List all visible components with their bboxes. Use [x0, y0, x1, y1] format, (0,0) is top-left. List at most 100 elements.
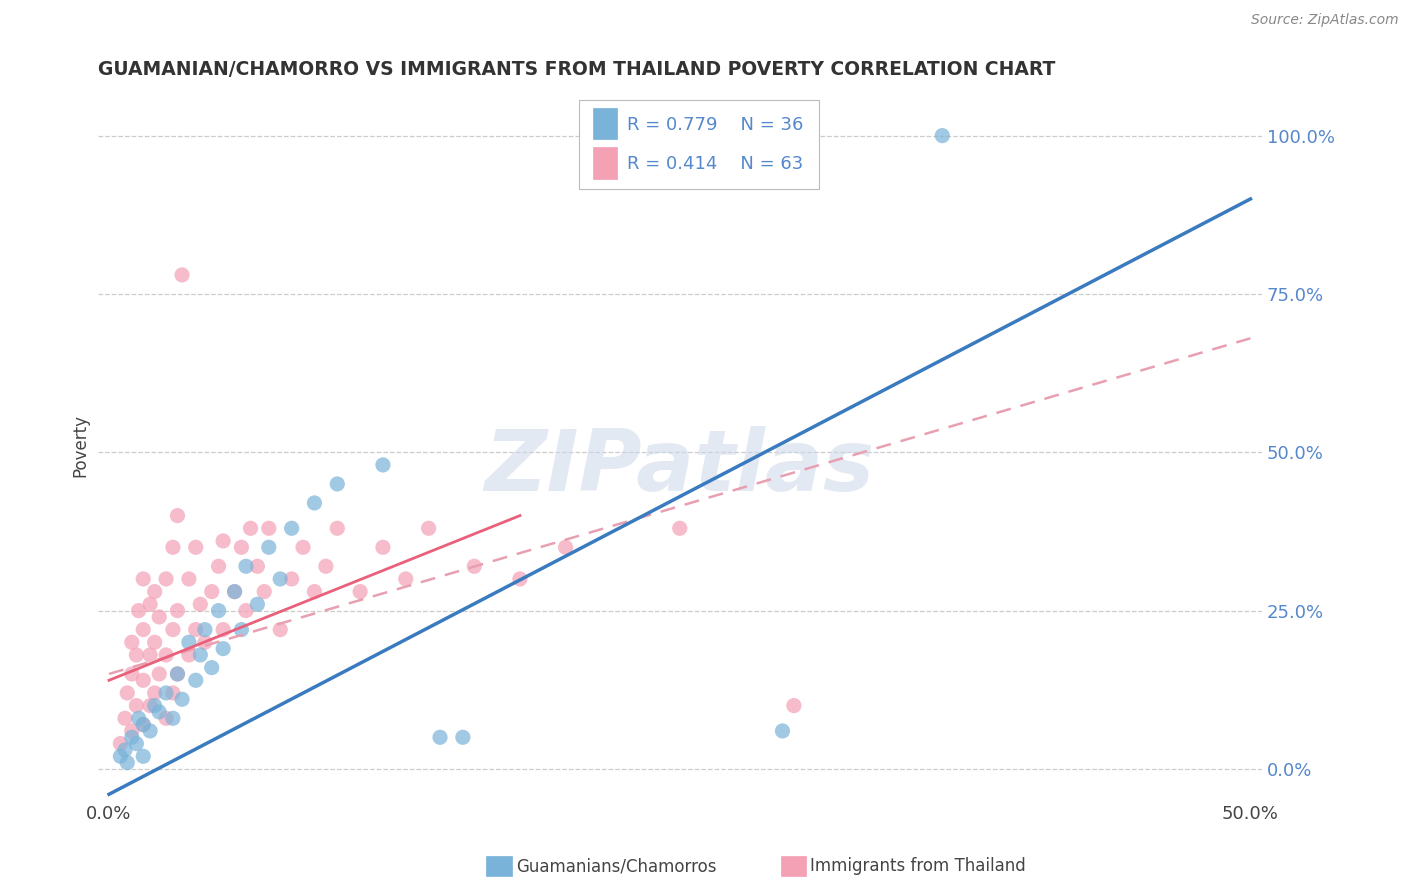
- Point: [931, 128, 953, 143]
- Point: [188, 648, 211, 662]
- Point: [253, 584, 276, 599]
- Point: [139, 648, 162, 662]
- Point: [315, 559, 337, 574]
- Point: [166, 604, 188, 618]
- Point: [269, 623, 291, 637]
- Point: [121, 635, 143, 649]
- Point: [139, 597, 162, 611]
- Point: [162, 541, 184, 555]
- Text: GUAMANIAN/CHAMORRO VS IMMIGRANTS FROM THAILAND POVERTY CORRELATION CHART: GUAMANIAN/CHAMORRO VS IMMIGRANTS FROM TH…: [97, 60, 1054, 78]
- Point: [114, 743, 136, 757]
- Point: [132, 749, 155, 764]
- Point: [224, 584, 246, 599]
- Point: [184, 623, 207, 637]
- Point: [148, 667, 170, 681]
- Point: [257, 541, 280, 555]
- Point: [418, 521, 440, 535]
- Point: [201, 660, 224, 674]
- Y-axis label: Poverty: Poverty: [72, 415, 89, 477]
- Point: [668, 521, 690, 535]
- Point: [128, 711, 150, 725]
- Point: [110, 737, 132, 751]
- Point: [121, 723, 143, 738]
- Point: [177, 572, 200, 586]
- Point: [170, 268, 193, 282]
- Point: [110, 749, 132, 764]
- Point: [139, 698, 162, 713]
- Text: Source: ZipAtlas.com: Source: ZipAtlas.com: [1251, 13, 1399, 28]
- Point: [117, 756, 139, 770]
- Point: [201, 584, 224, 599]
- Point: [166, 508, 188, 523]
- Point: [177, 635, 200, 649]
- Point: [114, 711, 136, 725]
- Point: [371, 458, 394, 472]
- Point: [121, 667, 143, 681]
- Point: [143, 635, 166, 649]
- Point: [132, 717, 155, 731]
- Text: R = 0.414    N = 63: R = 0.414 N = 63: [627, 155, 803, 173]
- Point: [207, 559, 229, 574]
- Point: [143, 686, 166, 700]
- Point: [235, 559, 257, 574]
- Text: Guamanians/Chamorros: Guamanians/Chamorros: [516, 857, 716, 875]
- Point: [188, 597, 211, 611]
- Point: [194, 623, 217, 637]
- Point: [132, 623, 155, 637]
- Point: [132, 572, 155, 586]
- Point: [304, 584, 326, 599]
- Point: [132, 673, 155, 688]
- Point: [212, 623, 235, 637]
- Point: [184, 541, 207, 555]
- Point: [235, 604, 257, 618]
- Point: [155, 648, 177, 662]
- Text: ZIPatlas: ZIPatlas: [485, 425, 875, 508]
- Point: [132, 717, 155, 731]
- Point: [162, 623, 184, 637]
- Point: [269, 572, 291, 586]
- Point: [231, 541, 253, 555]
- Point: [162, 686, 184, 700]
- Point: [155, 686, 177, 700]
- Point: [326, 521, 349, 535]
- Point: [772, 723, 794, 738]
- Point: [371, 541, 394, 555]
- Point: [212, 641, 235, 656]
- Point: [177, 648, 200, 662]
- Point: [463, 559, 485, 574]
- Point: [194, 635, 217, 649]
- Point: [239, 521, 262, 535]
- Point: [148, 610, 170, 624]
- Point: [143, 698, 166, 713]
- Point: [326, 477, 349, 491]
- Point: [246, 559, 269, 574]
- Point: [395, 572, 418, 586]
- Point: [554, 541, 576, 555]
- Point: [207, 604, 229, 618]
- Point: [170, 692, 193, 706]
- Point: [451, 731, 474, 745]
- Point: [304, 496, 326, 510]
- Point: [128, 604, 150, 618]
- Point: [117, 686, 139, 700]
- Point: [166, 667, 188, 681]
- Point: [143, 584, 166, 599]
- Point: [292, 541, 315, 555]
- Point: [231, 623, 253, 637]
- Point: [125, 648, 148, 662]
- Point: [125, 737, 148, 751]
- Point: [166, 667, 188, 681]
- Point: [155, 711, 177, 725]
- Point: [184, 673, 207, 688]
- Point: [125, 698, 148, 713]
- Text: R = 0.779    N = 36: R = 0.779 N = 36: [627, 116, 803, 134]
- Point: [257, 521, 280, 535]
- Point: [429, 731, 451, 745]
- Point: [139, 723, 162, 738]
- Point: [162, 711, 184, 725]
- Point: [509, 572, 531, 586]
- Point: [280, 572, 302, 586]
- Point: [783, 698, 806, 713]
- Point: [224, 584, 246, 599]
- Point: [148, 705, 170, 719]
